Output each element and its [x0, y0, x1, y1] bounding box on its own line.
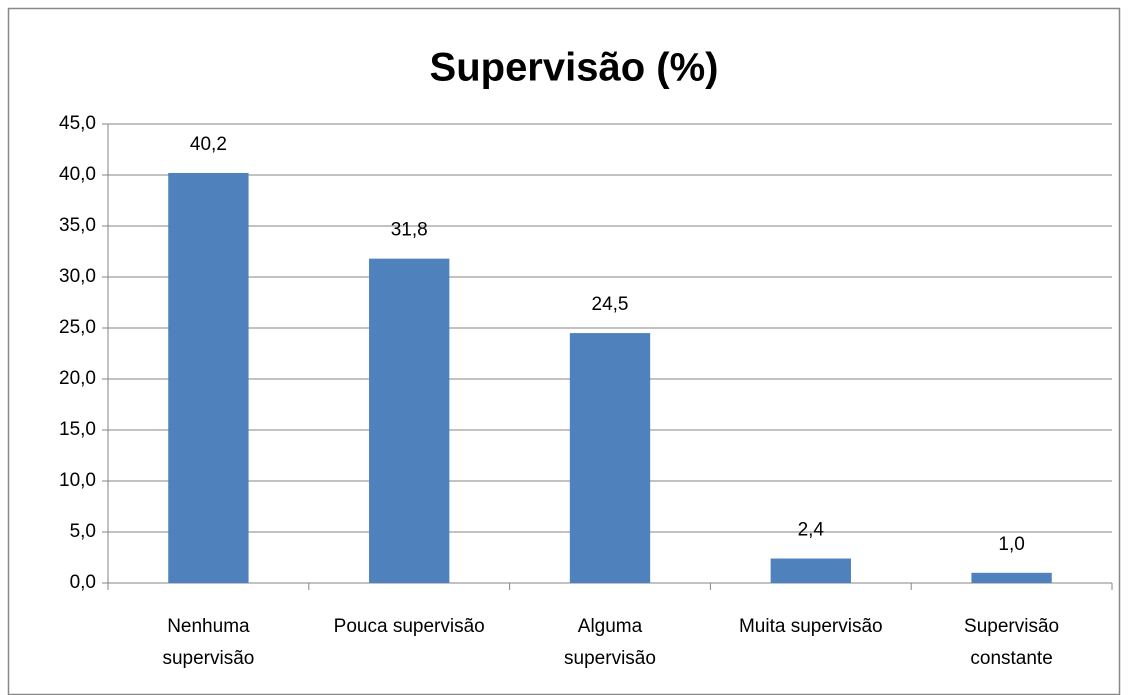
- y-tick-label: 10,0: [59, 470, 96, 491]
- y-tick-label: 5,0: [70, 521, 96, 542]
- value-label: 31,8: [391, 220, 428, 241]
- chart-title: Supervisão (%): [430, 46, 719, 90]
- x-tick-label: Alguma supervisão: [564, 616, 656, 669]
- y-tick-label: 25,0: [59, 317, 96, 338]
- y-tick-label: 20,0: [59, 368, 96, 389]
- x-tick-label: Pouca supervisão: [333, 616, 485, 637]
- x-tick-label: Muita supervisão: [738, 616, 883, 637]
- value-label: 24,5: [592, 294, 629, 315]
- bar: [369, 258, 450, 583]
- bar: [168, 172, 249, 583]
- bar: [971, 572, 1052, 583]
- x-tick-label: Nenhuma supervisão: [162, 616, 255, 669]
- value-label: 1,0: [998, 534, 1024, 555]
- value-label: 2,4: [798, 520, 825, 541]
- y-tick-label: 30,0: [59, 266, 96, 287]
- bar: [569, 333, 651, 583]
- y-tick-label: 35,0: [59, 215, 96, 236]
- x-tick-label: Supervisão constante: [964, 616, 1060, 669]
- y-tick-label: 40,0: [59, 164, 96, 185]
- y-tick-label: 15,0: [59, 419, 96, 440]
- y-tick-label: 45,0: [59, 113, 96, 134]
- value-label: 40,2: [190, 134, 227, 155]
- bar: [770, 558, 851, 583]
- y-tick-label: 0,0: [70, 572, 96, 593]
